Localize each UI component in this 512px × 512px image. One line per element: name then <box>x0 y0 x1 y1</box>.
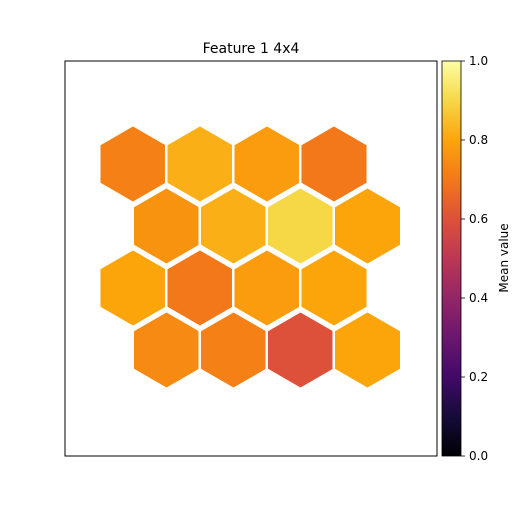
colorbar-tick-label: 0.8 <box>469 133 488 147</box>
colorbar-tick-label: 1.0 <box>469 54 488 68</box>
colorbar <box>441 60 462 457</box>
plot-frame <box>64 60 438 457</box>
colorbar-tick-label: 0.2 <box>469 370 488 384</box>
colorbar-ticks: 0.0 0.2 0.4 0.6 0.8 1.0 <box>461 54 488 463</box>
hex-cell-r0-c3 <box>298 123 370 205</box>
hex-cell-r1-c3 <box>332 185 403 267</box>
colorbar-tick-label: 0.6 <box>469 212 488 226</box>
hex-cell-r2-c3 <box>298 247 370 329</box>
hex-cell-r3-c3 <box>332 309 403 391</box>
colorbar-tick-label: 0.4 <box>469 291 488 305</box>
colorbar-tick-label: 0.0 <box>469 449 488 463</box>
hex-grid <box>97 123 403 391</box>
colorbar-label: Mean value <box>497 223 511 292</box>
chart-title: Feature 1 4x4 <box>203 41 300 57</box>
